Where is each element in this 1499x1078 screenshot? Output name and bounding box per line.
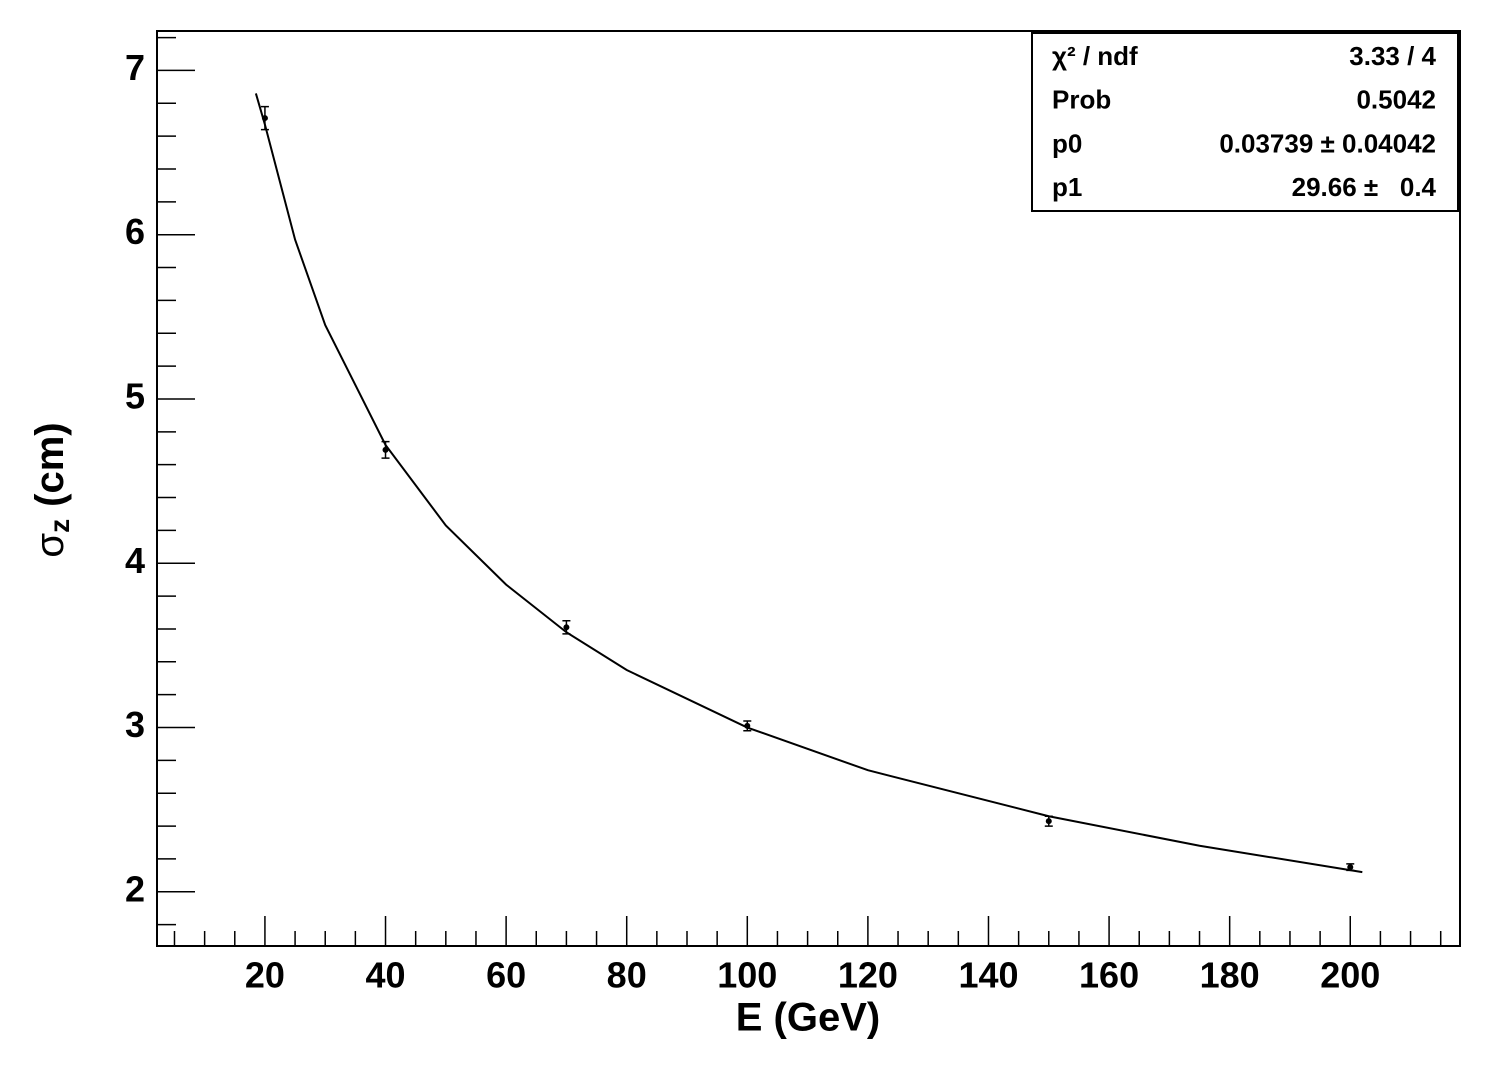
x-tick-label: 180 — [1200, 955, 1260, 996]
data-point — [382, 446, 389, 453]
x-tick-label: 20 — [245, 955, 285, 996]
y-tick-label: 2 — [125, 868, 145, 909]
y-tick-label: 7 — [125, 47, 145, 88]
stats-label: p1 — [1052, 172, 1082, 202]
data-point — [744, 722, 751, 729]
data-point — [261, 115, 268, 122]
y-tick-label: 5 — [125, 375, 145, 416]
data-point — [1045, 818, 1052, 825]
data-point — [1347, 864, 1354, 871]
x-tick-label: 60 — [486, 955, 526, 996]
y-label-unit: (cm) — [28, 422, 72, 506]
stats-label: Prob — [1052, 85, 1111, 115]
stats-value: 0.03739 ± 0.04042 — [1219, 128, 1436, 158]
stats-value: 29.66 ± 0.4 — [1292, 172, 1437, 202]
x-tick-label: 160 — [1079, 955, 1139, 996]
x-tick-label: 120 — [838, 955, 898, 996]
y-label-subscript: z — [44, 519, 75, 533]
y-tick-label: 4 — [125, 540, 145, 581]
stats-value: 3.33 / 4 — [1349, 41, 1436, 71]
data-point — [563, 624, 570, 631]
x-tick-label: 100 — [717, 955, 777, 996]
y-axis-label: σz (cm) — [28, 422, 76, 557]
plot-frame — [156, 30, 1461, 947]
x-axis-label: E (GeV) — [736, 996, 880, 1040]
x-tick-label: 80 — [607, 955, 647, 996]
y-label-symbol: σ — [28, 533, 72, 558]
stats-value: 0.5042 — [1356, 85, 1436, 115]
stats-box — [1031, 32, 1459, 212]
stats-label: χ² / ndf — [1052, 41, 1138, 71]
x-tick-label: 200 — [1320, 955, 1380, 996]
x-tick-label: 140 — [958, 955, 1018, 996]
fit-curve — [254, 93, 1363, 874]
y-tick-label: 6 — [125, 211, 145, 252]
stats-label: p0 — [1052, 128, 1082, 158]
x-tick-label: 40 — [365, 955, 405, 996]
y-tick-label: 3 — [125, 704, 145, 745]
